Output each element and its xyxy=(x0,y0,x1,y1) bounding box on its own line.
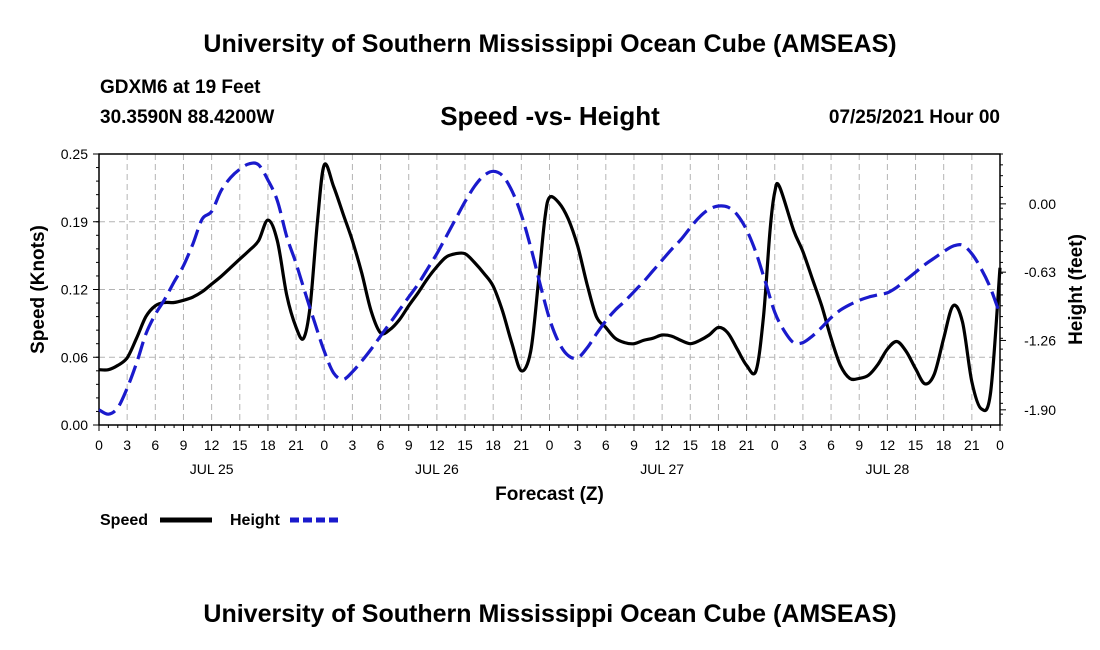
x-tick-label: 21 xyxy=(739,437,755,453)
x-day-label: JUL 25 xyxy=(190,461,234,477)
x-axis-label: Forecast (Z) xyxy=(495,484,604,505)
x-tick-label: 9 xyxy=(405,437,413,453)
y-tick-label: 0.00 xyxy=(61,417,88,433)
x-tick-label: 18 xyxy=(936,437,952,453)
x-tick-label: 6 xyxy=(377,437,385,453)
x-tick-label: 6 xyxy=(602,437,610,453)
x-tick-label: 15 xyxy=(232,437,248,453)
legend-label-speed: Speed xyxy=(100,512,148,529)
y-tick-label: 0.06 xyxy=(61,349,88,365)
x-tick-label: 0 xyxy=(546,437,554,453)
x-tick-label: 6 xyxy=(827,437,835,453)
x-tick-label: 18 xyxy=(485,437,501,453)
forecast-datetime: 07/25/2021 Hour 00 xyxy=(828,107,1000,128)
x-tick-label: 6 xyxy=(151,437,159,453)
y-axis-label-speed: Speed (Knots) xyxy=(28,225,49,354)
legend-label-height: Height xyxy=(230,512,280,529)
series-lines xyxy=(98,161,1002,416)
x-tick-label: 9 xyxy=(180,437,188,453)
coordinates-label: 30.3590N 88.4200W xyxy=(100,107,275,128)
x-tick-label: 15 xyxy=(457,437,473,453)
series-line-speed xyxy=(98,162,1002,413)
y2-tick-label: -1.26 xyxy=(1024,332,1056,348)
page-title: University of Southern Mississippi Ocean… xyxy=(203,30,897,58)
y-tick-label: 0.25 xyxy=(61,146,88,162)
x-tick-label: 9 xyxy=(630,437,638,453)
y2-tick-label: 0.00 xyxy=(1029,196,1056,212)
x-tick-label: 15 xyxy=(682,437,698,453)
x-tick-label: 3 xyxy=(123,437,131,453)
legend: Speed Height xyxy=(100,512,342,529)
x-tick-label: 12 xyxy=(204,437,220,453)
grid-lines xyxy=(99,154,1000,425)
x-tick-label: 3 xyxy=(574,437,582,453)
x-tick-label: 18 xyxy=(260,437,276,453)
x-day-label: JUL 26 xyxy=(415,461,459,477)
x-tick-label: 9 xyxy=(855,437,863,453)
x-tick-label: 3 xyxy=(349,437,357,453)
x-tick-label: 12 xyxy=(429,437,445,453)
footer-title: University of Southern Mississippi Ocean… xyxy=(203,600,897,628)
x-tick-label: 15 xyxy=(908,437,924,453)
x-tick-label: 0 xyxy=(996,437,1004,453)
x-tick-label: 12 xyxy=(880,437,896,453)
x-tick-label: 12 xyxy=(654,437,670,453)
series-line-height xyxy=(98,161,1002,416)
x-tick-label: 3 xyxy=(799,437,807,453)
y-tick-label: 0.12 xyxy=(61,282,88,298)
y-axis-label-height: Height (feet) xyxy=(1066,234,1087,345)
x-day-label: JUL 27 xyxy=(640,461,684,477)
x-tick-label: 0 xyxy=(320,437,328,453)
y-tick-label: 0.19 xyxy=(61,214,88,230)
y2-tick-label: -0.63 xyxy=(1024,264,1056,280)
x-tick-label: 0 xyxy=(771,437,779,453)
axes: 0 3 6 9 12 15 18 21 0 3 6 9 12 15 18 21 0 3 6 9 12 15 18 21 0 3 6 9… xyxy=(61,146,1056,477)
x-tick-label: 21 xyxy=(964,437,980,453)
x-tick-label: 21 xyxy=(288,437,304,453)
x-day-label: JUL 28 xyxy=(865,461,909,477)
chart-title: Speed -vs- Height xyxy=(440,101,660,131)
x-tick-label: 21 xyxy=(514,437,530,453)
station-label: GDXM6 at 19 Feet xyxy=(100,77,261,98)
y2-tick-label: -1.90 xyxy=(1024,402,1056,418)
x-tick-label: 0 xyxy=(95,437,103,453)
x-tick-label: 18 xyxy=(711,437,727,453)
